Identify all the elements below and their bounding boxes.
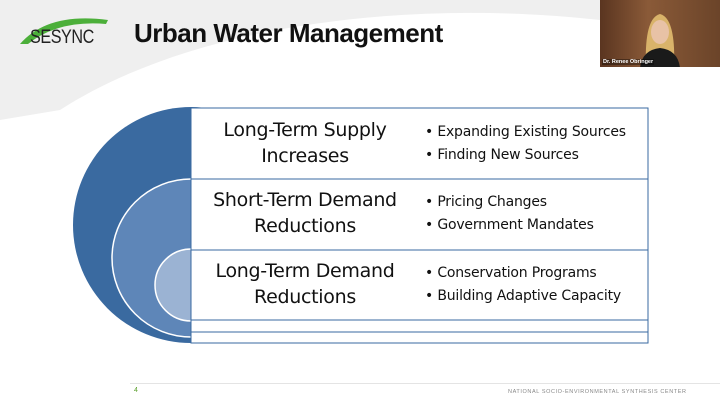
row-title: Long-Term Demand Reductions <box>215 260 395 308</box>
bullet-item: Pricing Changes <box>425 191 594 214</box>
row-bullets: Pricing Changes Government Mandates <box>425 191 594 237</box>
bullet-item: Government Mandates <box>425 214 594 237</box>
participant-name: Dr. Renee Obringer <box>602 59 655 65</box>
logo-arc-icon <box>20 18 108 44</box>
bullet-item: Conservation Programs <box>425 262 621 285</box>
slide-title: Urban Water Management <box>134 18 443 48</box>
footer-divider <box>130 383 720 384</box>
page-number: 4 <box>134 387 138 394</box>
row-title: Short-Term Demand Reductions <box>213 189 397 237</box>
participant-avatar <box>640 14 680 67</box>
bullet-item: Expanding Existing Sources <box>425 121 626 144</box>
logo-text: SESYNC <box>30 27 94 48</box>
row-title: Long-Term Supply Increases <box>223 119 387 167</box>
bullet-item: Building Adaptive Capacity <box>425 285 621 308</box>
bullet-item: Finding New Sources <box>425 144 626 167</box>
sesync-logo <box>18 14 114 50</box>
organization-name: NATIONAL SOCIO-ENVIRONMENTAL SYNTHESIS C… <box>508 389 687 395</box>
row-bullets: Expanding Existing Sources Finding New S… <box>425 121 626 167</box>
background-swoosh <box>0 0 600 120</box>
row-bullets: Conservation Programs Building Adaptive … <box>425 262 621 308</box>
video-thumbnail[interactable]: Dr. Renee Obringer <box>600 0 720 67</box>
